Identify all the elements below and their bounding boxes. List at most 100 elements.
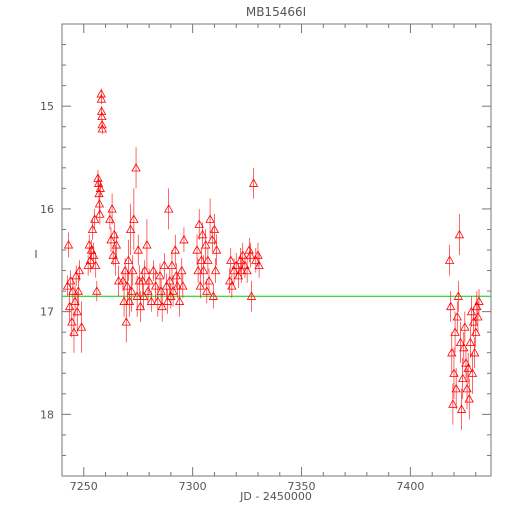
y-tick-label: 18 (40, 408, 54, 421)
data-point (107, 204, 117, 213)
data-point (89, 214, 100, 223)
data-point (474, 296, 484, 305)
data-point (465, 337, 475, 347)
data-point (131, 162, 141, 172)
data-point (76, 322, 87, 331)
data-point (74, 265, 85, 275)
data-point (120, 265, 130, 275)
data-point (226, 255, 236, 264)
data-point (205, 214, 215, 223)
data-point (153, 296, 163, 305)
data-point (146, 296, 156, 305)
data-point (144, 275, 154, 285)
data-point (444, 255, 455, 264)
x-tick-label: 7300 (179, 480, 207, 493)
data-point (135, 301, 146, 311)
data-point (162, 296, 173, 305)
data-point (174, 296, 185, 305)
data-point (198, 265, 209, 275)
data-point (211, 245, 222, 254)
data-point (127, 286, 137, 295)
data-point (171, 270, 182, 280)
data-point (253, 250, 263, 259)
data-point (464, 394, 474, 403)
data-point (73, 286, 84, 295)
chart-title: MB15466I (246, 5, 306, 19)
y-tick-label: 16 (40, 203, 54, 216)
data-point (463, 363, 473, 372)
data-point (143, 286, 153, 295)
data-point (167, 260, 177, 270)
data-point (469, 347, 480, 357)
axis-tick-labels: 7250 7300 7350 7400 15 16 17 18 (40, 100, 424, 493)
data-point (197, 229, 208, 239)
data-point (456, 404, 467, 413)
x-axis-label: JD - 2450000 (239, 490, 312, 503)
data-point (164, 204, 174, 213)
data-point (236, 265, 247, 275)
data-point (192, 245, 202, 254)
data-point (138, 291, 149, 300)
data-points (62, 88, 484, 430)
data-point (156, 286, 166, 295)
data-point (454, 229, 465, 239)
data-point (71, 270, 81, 280)
data-point (121, 317, 131, 326)
data-point (128, 265, 138, 275)
x-tick-label: 7350 (288, 480, 316, 493)
y-axis-label: I (34, 248, 37, 261)
data-point (446, 301, 456, 311)
x-tick-label: 7250 (70, 480, 98, 493)
data-point (451, 383, 461, 393)
data-point (179, 234, 189, 244)
data-point (233, 270, 244, 280)
data-point (62, 281, 73, 290)
data-point (452, 311, 462, 321)
data-point (106, 234, 116, 244)
data-point (172, 281, 183, 290)
data-point (94, 188, 104, 198)
data-point (63, 240, 74, 249)
data-point (177, 265, 187, 275)
data-point (459, 342, 469, 352)
data-point (111, 240, 122, 249)
data-point (453, 291, 464, 300)
data-point (193, 265, 203, 275)
data-point (473, 311, 483, 321)
data-point (64, 301, 75, 311)
data-point (97, 123, 107, 133)
data-point (123, 255, 134, 264)
data-point (133, 245, 143, 254)
data-point (245, 250, 256, 259)
data-point (254, 260, 264, 270)
data-point (170, 245, 180, 254)
data-point (69, 327, 79, 336)
data-point (95, 209, 105, 218)
data-point (248, 178, 259, 187)
data-point (91, 260, 101, 270)
data-point (178, 281, 188, 290)
data-point (203, 255, 213, 264)
data-point (110, 255, 121, 264)
data-point (455, 337, 466, 347)
data-point (95, 183, 106, 192)
data-point (210, 265, 221, 275)
data-point (208, 291, 219, 300)
plot-frame (61, 23, 492, 477)
data-point (157, 301, 167, 311)
data-point (92, 286, 102, 295)
data-point (129, 214, 139, 223)
data-point (159, 260, 170, 270)
data-point (94, 198, 105, 208)
data-point (194, 219, 204, 228)
data-point (142, 240, 152, 249)
data-point (155, 270, 165, 280)
data-point (227, 281, 237, 290)
data-point (246, 291, 257, 300)
data-point (119, 296, 129, 305)
x-tick-label: 7400 (396, 480, 424, 493)
data-point (242, 265, 252, 275)
y-tick-label: 15 (40, 100, 54, 113)
